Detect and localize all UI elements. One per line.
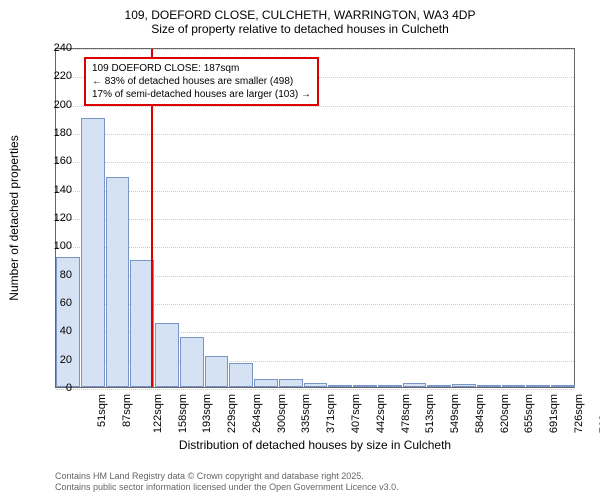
plot-area: 109 DOEFORD CLOSE: 187sqm← 83% of detach… <box>55 48 575 388</box>
footer-line2: Contains public sector information licen… <box>55 482 399 494</box>
histogram-bar <box>279 379 303 388</box>
histogram-bar <box>403 383 427 387</box>
x-tick-label: 691sqm <box>548 394 560 433</box>
chart-footer: Contains HM Land Registry data © Crown c… <box>55 471 399 494</box>
grid-line <box>56 219 574 220</box>
y-tick-label: 220 <box>54 70 72 82</box>
chart-title-line2: Size of property relative to detached ho… <box>0 22 600 36</box>
x-tick-label: 371sqm <box>325 394 337 433</box>
x-tick-label: 407sqm <box>350 394 362 433</box>
x-tick-label: 87sqm <box>121 394 133 427</box>
x-tick-label: 158sqm <box>177 394 189 433</box>
footer-line1: Contains HM Land Registry data © Crown c… <box>55 471 399 483</box>
histogram-bar <box>106 177 130 387</box>
x-tick-label: 726sqm <box>573 394 585 433</box>
grid-line <box>56 134 574 135</box>
histogram-bar <box>452 384 476 387</box>
y-tick-label: 160 <box>54 155 72 167</box>
y-tick-label: 40 <box>60 325 72 337</box>
histogram-bar <box>502 385 526 387</box>
y-tick-label: 20 <box>60 354 72 366</box>
x-tick-label: 229sqm <box>226 394 238 433</box>
x-tick-label: 655sqm <box>523 394 535 433</box>
chart-container: 109, DOEFORD CLOSE, CULCHETH, WARRINGTON… <box>0 0 600 500</box>
histogram-bar <box>328 385 352 387</box>
grid-line <box>56 191 574 192</box>
y-tick-label: 100 <box>54 240 72 252</box>
x-tick-label: 122sqm <box>152 394 164 433</box>
x-tick-label: 264sqm <box>251 394 263 433</box>
histogram-bar <box>229 363 253 387</box>
histogram-bar <box>254 379 278 388</box>
y-tick-label: 0 <box>66 382 72 394</box>
x-tick-label: 513sqm <box>424 394 436 433</box>
y-tick-label: 60 <box>60 297 72 309</box>
x-tick-label: 300sqm <box>276 394 288 433</box>
x-tick-label: 193sqm <box>202 394 214 433</box>
x-tick-label: 51sqm <box>96 394 108 427</box>
y-tick-label: 140 <box>54 184 72 196</box>
histogram-bar <box>378 385 402 387</box>
histogram-bar <box>180 337 204 387</box>
histogram-bar <box>551 385 575 387</box>
annotation-box: 109 DOEFORD CLOSE: 187sqm← 83% of detach… <box>84 57 319 106</box>
grid-line <box>56 162 574 163</box>
x-tick-label: 335sqm <box>301 394 313 433</box>
histogram-bar <box>427 385 451 387</box>
x-tick-label: 442sqm <box>375 394 387 433</box>
histogram-bar <box>205 356 229 387</box>
histogram-bar <box>477 385 501 387</box>
x-tick-label: 549sqm <box>449 394 461 433</box>
histogram-bar <box>81 118 105 387</box>
chart-title-line1: 109, DOEFORD CLOSE, CULCHETH, WARRINGTON… <box>0 8 600 22</box>
y-tick-label: 240 <box>54 42 72 54</box>
y-tick-label: 80 <box>60 269 72 281</box>
grid-line <box>56 389 574 390</box>
y-tick-label: 120 <box>54 212 72 224</box>
chart-title-block: 109, DOEFORD CLOSE, CULCHETH, WARRINGTON… <box>0 0 600 40</box>
grid-line <box>56 49 574 50</box>
annot-line1: 109 DOEFORD CLOSE: 187sqm <box>92 62 311 75</box>
x-tick-label: 584sqm <box>474 394 486 433</box>
x-tick-label: 620sqm <box>499 394 511 433</box>
x-axis-label: Distribution of detached houses by size … <box>55 438 575 452</box>
histogram-bar <box>526 385 550 387</box>
y-tick-label: 200 <box>54 99 72 111</box>
histogram-bar <box>304 383 328 387</box>
annot-line2: ← 83% of detached houses are smaller (49… <box>92 75 311 88</box>
histogram-bar <box>353 385 377 387</box>
x-tick-label: 478sqm <box>400 394 412 433</box>
grid-line <box>56 247 574 248</box>
annot-line3: 17% of semi-detached houses are larger (… <box>92 88 311 101</box>
histogram-bar <box>155 323 179 387</box>
y-tick-label: 180 <box>54 127 72 139</box>
y-axis-label: Number of detached properties <box>7 135 21 300</box>
